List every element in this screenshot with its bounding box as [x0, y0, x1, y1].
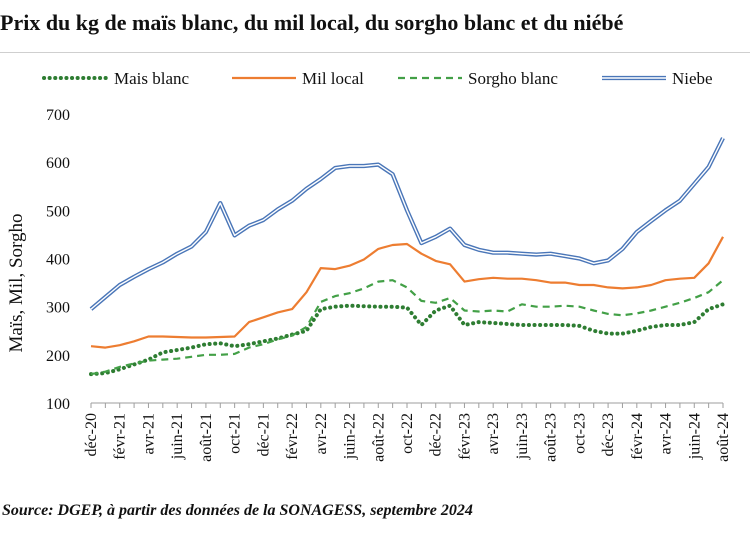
- x-tick-label: oct-21: [227, 413, 244, 454]
- y-axis-title: Maïs, Mil, Sorgho: [6, 213, 27, 352]
- legend-label-sorgho-blanc: Sorgho blanc: [468, 69, 558, 88]
- x-tick-label: juin-23: [514, 413, 531, 460]
- x-axis: déc-20 févr-21 avr-21 juin-21 août-21 oct-21 d…: [83, 402, 732, 462]
- x-tick-label: févr-22: [284, 413, 301, 460]
- legend: Mais blanc Mil local Sorgho blanc Niebe: [42, 69, 713, 88]
- x-tick-label: avr-23: [485, 413, 502, 454]
- y-tick-label: 600: [46, 155, 70, 172]
- title-divider: [0, 52, 750, 53]
- series-group: [89, 137, 725, 377]
- x-tick-label: déc-23: [600, 413, 617, 457]
- x-tick-label: août-23: [543, 413, 560, 462]
- series-line-sorgho-blanc: [90, 279, 724, 376]
- x-tick-label: avr-22: [313, 413, 330, 454]
- x-tick-label: avr-21: [140, 413, 157, 454]
- y-tick-label: 400: [46, 252, 70, 269]
- source-note: Source: DGEP, à partir des données de la…: [2, 502, 473, 519]
- series-line-mais-blanc: [89, 302, 725, 377]
- x-tick-label: févr-21: [112, 413, 129, 460]
- y-tick-label: 700: [46, 107, 70, 124]
- y-tick-label: 200: [46, 348, 70, 365]
- x-tick-label: déc-21: [255, 413, 272, 457]
- x-tick-label: août-24: [715, 413, 732, 462]
- x-tick-label: juin-24: [686, 413, 703, 460]
- y-tick-label: 300: [46, 300, 70, 317]
- x-tick-label: avr-24: [658, 413, 675, 454]
- y-tick-label: 100: [46, 396, 70, 413]
- legend-label-mais-blanc: Mais blanc: [114, 69, 190, 88]
- series-line-niebe-inner: [90, 137, 724, 310]
- chart-title: Prix du kg de maïs blanc, du mil local, …: [0, 10, 624, 35]
- x-tick-label: déc-22: [428, 413, 445, 457]
- x-tick-label: juin-22: [342, 413, 359, 460]
- legend-label-mil-local: Mil local: [302, 69, 364, 88]
- legend-label-niebe: Niebe: [672, 69, 713, 88]
- x-tick-label: févr-24: [629, 413, 646, 460]
- x-tick-label: déc-20: [83, 413, 100, 457]
- x-tick-label: févr-23: [456, 413, 473, 460]
- series-line-mil-local: [90, 236, 724, 349]
- x-tick-label: juin-21: [169, 413, 186, 460]
- y-tick-label: 500: [46, 203, 70, 220]
- x-tick-label: oct-23: [571, 413, 588, 454]
- x-tick-label: août-22: [370, 413, 387, 462]
- x-tick-label: oct-22: [399, 413, 416, 454]
- y-axis: 100 200 300 400 500 600 700: [46, 107, 70, 413]
- x-tick-label: août-21: [198, 413, 215, 462]
- series-line-niebe: [89, 137, 725, 311]
